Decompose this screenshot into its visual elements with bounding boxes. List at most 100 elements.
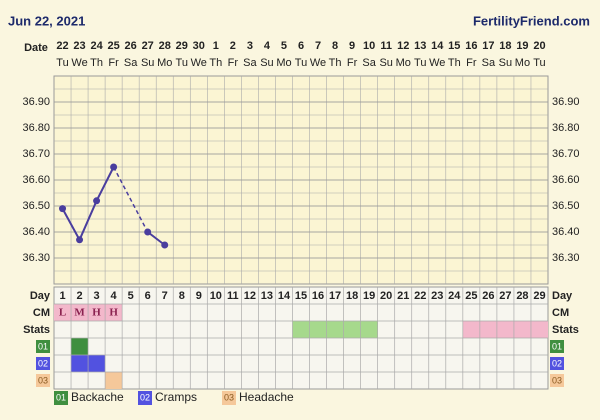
date-label: Date: [24, 42, 48, 54]
weekday-label: Su: [499, 57, 512, 69]
weekday-label: We: [71, 57, 87, 69]
day-number: 12: [244, 290, 256, 302]
day-number: 11: [227, 290, 239, 302]
day-number: 24: [448, 290, 461, 302]
day-number: 23: [431, 290, 443, 302]
y-tick-label: 36.40: [22, 226, 50, 238]
day-number: 27: [499, 290, 511, 302]
day-number: 13: [261, 290, 273, 302]
legend-badge: [54, 391, 68, 405]
day-number: 22: [414, 290, 426, 302]
weekday-label: Sa: [124, 57, 138, 69]
weekday-label: Sa: [482, 57, 496, 69]
symptom-badge-right: [550, 340, 564, 353]
day-number: 1: [59, 290, 65, 302]
stats-cell: [479, 321, 497, 338]
stats-cell: [343, 321, 361, 338]
weekday-label: We: [310, 57, 326, 69]
legend-name: Cramps: [155, 390, 197, 404]
site-name: FertilityFriend.com: [473, 13, 590, 28]
symptom-badge-left-code: 02: [38, 358, 48, 368]
stats-cell: [462, 321, 480, 338]
weekday-label: Th: [448, 57, 461, 69]
y-tick-label-right: 36.30: [552, 252, 580, 264]
weekday-label: Mo: [157, 57, 172, 69]
date-label: 28: [159, 40, 171, 52]
day-number: 6: [145, 290, 151, 302]
symptom-cell: [88, 355, 106, 372]
row-label-right: Day: [552, 290, 573, 302]
stats-cell: [326, 321, 344, 338]
date-label: 3: [247, 40, 253, 52]
symptom-badge-left: [36, 357, 50, 370]
legend-code: 03: [224, 392, 234, 402]
row-label: Stats: [23, 324, 50, 336]
weekday-label: Mo: [396, 57, 411, 69]
y-tick-label: 36.60: [22, 174, 50, 186]
weekday-label: Su: [379, 57, 392, 69]
date-label: 24: [90, 40, 103, 52]
date-label: 20: [533, 40, 545, 52]
day-number: 21: [397, 290, 409, 302]
cm-value: M: [74, 307, 85, 319]
weekday-label: Mo: [276, 57, 291, 69]
date-label: 10: [363, 40, 375, 52]
symptom-badge-left-code: 01: [38, 341, 48, 351]
weekday-label: Tu: [56, 57, 68, 69]
day-number: 14: [278, 290, 291, 302]
weekday-label: Tu: [414, 57, 426, 69]
weekday-label: Su: [260, 57, 273, 69]
symptom-badge-left: [36, 374, 50, 387]
weekday-label: Su: [141, 57, 154, 69]
cm-value: H: [92, 307, 101, 319]
row-label-right: CM: [552, 307, 569, 319]
stats-cell: [513, 321, 531, 338]
stats-cell: [496, 321, 514, 338]
day-number: 3: [94, 290, 100, 302]
symptom-cell: [105, 372, 123, 389]
symptom-badge-right-code: 02: [552, 358, 562, 368]
stats-cell: [530, 321, 548, 338]
stats-cell: [309, 321, 327, 338]
weekday-label: Th: [90, 57, 103, 69]
temperature-gap-line: [112, 166, 149, 233]
date-label: 30: [193, 40, 205, 52]
date-label: 22: [56, 40, 68, 52]
symptom-badge-left: [36, 340, 50, 353]
day-number: 4: [111, 290, 118, 302]
date-label: 27: [142, 40, 154, 52]
legend-code: 02: [140, 392, 150, 402]
symptom-cell: [71, 338, 89, 355]
weekday-label: Tu: [533, 57, 545, 69]
row-label: CM: [33, 307, 50, 319]
weekday-label: Tu: [176, 57, 188, 69]
weekday-label: We: [429, 57, 445, 69]
symptom-cell: [71, 355, 89, 372]
date-label: 9: [349, 40, 355, 52]
day-number: 29: [533, 290, 545, 302]
day-number: 2: [76, 290, 82, 302]
temperature-point: [110, 163, 118, 171]
cm-cell: [88, 304, 106, 321]
date-label: 17: [482, 40, 494, 52]
date-label: 2: [230, 40, 236, 52]
symptom-badge-left-code: 03: [38, 375, 48, 385]
weekday-label: Th: [209, 57, 222, 69]
weekday-label: Tu: [295, 57, 307, 69]
cm-value: H: [109, 307, 118, 319]
temperature-line: [61, 166, 115, 243]
date-label: 4: [264, 40, 271, 52]
day-number: 8: [179, 290, 185, 302]
date-label: 25: [107, 40, 119, 52]
chart-date: Jun 22, 2021: [8, 13, 85, 28]
y-tick-label-right: 36.40: [552, 226, 580, 238]
date-label: 5: [281, 40, 287, 52]
legend-code: 01: [56, 392, 66, 402]
y-tick-label-right: 36.70: [552, 148, 580, 160]
y-tick-label-right: 36.90: [552, 96, 580, 108]
y-tick-label-right: 36.50: [552, 200, 580, 212]
date-label: 12: [397, 40, 409, 52]
legend-name: Backache: [71, 390, 124, 404]
temperature-point: [76, 236, 84, 244]
